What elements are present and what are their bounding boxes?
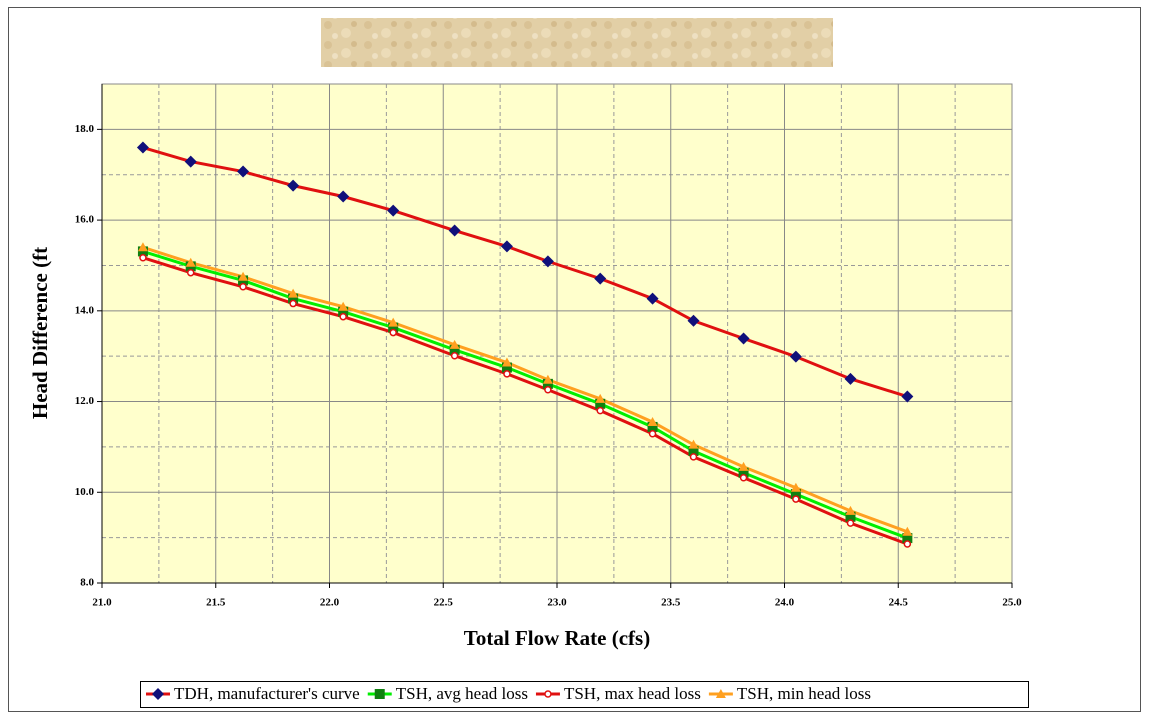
y-tick-label: 10.0 [75,486,95,498]
legend-label: TSH, min head loss [737,684,871,703]
y-tick-label: 18.0 [75,123,95,135]
y-tick-label: 12.0 [75,395,95,407]
x-tick-label: 22.0 [320,597,340,609]
y-axis-title: Head Difference (ft [28,247,52,419]
legend-label: TSH, avg head loss [396,684,528,703]
data-point [741,475,747,481]
x-tick-label: 23.0 [547,597,567,609]
legend-label: TDH, manufacturer's curve [174,684,360,703]
data-point [691,454,697,460]
data-point [290,301,296,307]
data-point [847,520,853,526]
legend-swatch-marker [375,689,385,699]
x-tick-label: 24.5 [889,597,909,609]
x-tick-label: 24.0 [775,597,795,609]
data-point [650,431,656,437]
data-point [504,371,510,377]
data-point [188,270,194,276]
y-tick-label: 16.0 [75,214,95,226]
data-point [904,541,910,547]
chart: Total Flow Rate (cfs) Head Difference (f… [0,0,1149,719]
data-point [545,387,551,393]
x-tick-label: 21.0 [92,597,112,609]
legend-label: TSH, max head loss [564,684,701,703]
data-point [340,314,346,320]
title-banner [321,18,833,67]
y-tick-label: 14.0 [75,304,95,316]
data-point [597,408,603,414]
data-point [390,330,396,336]
x-tick-label: 22.5 [434,597,454,609]
x-tick-label: 25.0 [1002,597,1022,609]
legend-swatch-marker [545,691,551,697]
x-tick-label: 21.5 [206,597,226,609]
data-point [140,255,146,261]
data-point [240,284,246,290]
x-tick-label: 23.5 [661,597,681,609]
data-point [793,496,799,502]
y-tick-label: 8.0 [80,577,94,589]
x-axis-title: Total Flow Rate (cfs) [464,626,650,650]
data-point [452,353,458,359]
